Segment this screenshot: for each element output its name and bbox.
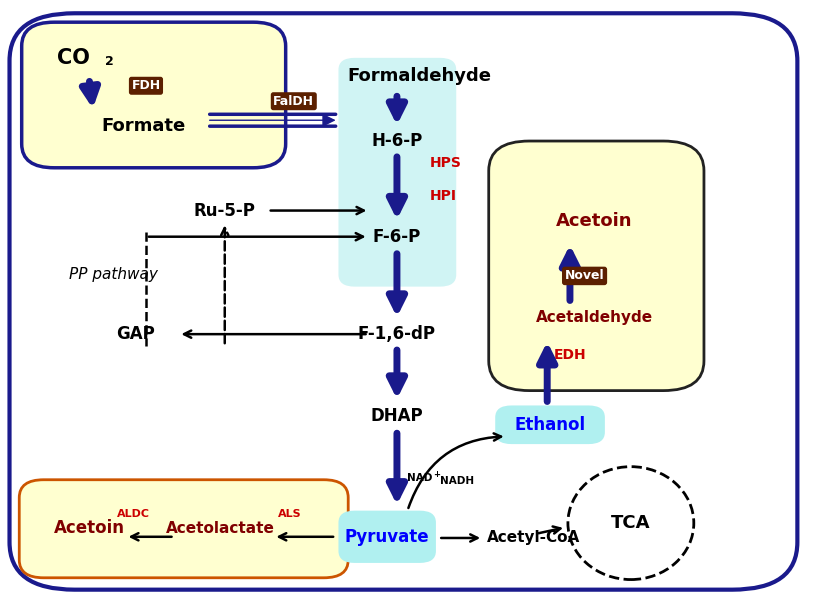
Text: F-1,6-dP: F-1,6-dP — [358, 325, 436, 343]
Text: ALDC: ALDC — [117, 509, 150, 519]
FancyBboxPatch shape — [338, 58, 456, 287]
Text: Acetolactate: Acetolactate — [166, 521, 275, 536]
FancyBboxPatch shape — [338, 510, 436, 563]
Text: Acetoin: Acetoin — [54, 519, 125, 537]
FancyArrowPatch shape — [390, 433, 405, 497]
Text: HPI: HPI — [430, 189, 457, 204]
Text: CO: CO — [56, 48, 90, 68]
FancyBboxPatch shape — [489, 141, 704, 390]
FancyArrowPatch shape — [82, 81, 98, 101]
Text: Formaldehyde: Formaldehyde — [348, 67, 491, 85]
FancyArrowPatch shape — [390, 350, 405, 392]
Text: NADH: NADH — [440, 476, 474, 486]
Text: DHAP: DHAP — [371, 407, 423, 425]
Text: ALS: ALS — [278, 509, 302, 519]
Text: F-6-P: F-6-P — [372, 227, 421, 246]
Text: 2: 2 — [104, 56, 113, 69]
FancyBboxPatch shape — [496, 405, 605, 444]
Text: HPS: HPS — [430, 156, 462, 170]
FancyArrowPatch shape — [390, 96, 405, 118]
Text: Pyruvate: Pyruvate — [345, 528, 430, 546]
Text: Ru-5-P: Ru-5-P — [194, 202, 256, 220]
Text: H-6-P: H-6-P — [372, 132, 422, 150]
Text: Acetaldehyde: Acetaldehyde — [535, 310, 653, 325]
Text: Ethanol: Ethanol — [514, 416, 585, 434]
Text: PP pathway: PP pathway — [69, 267, 158, 282]
FancyBboxPatch shape — [22, 22, 286, 168]
FancyArrowPatch shape — [562, 253, 578, 300]
FancyArrowPatch shape — [540, 349, 555, 402]
FancyBboxPatch shape — [20, 480, 348, 578]
Text: Formate: Formate — [101, 117, 186, 135]
FancyArrowPatch shape — [390, 254, 405, 309]
FancyArrowPatch shape — [390, 157, 405, 212]
FancyBboxPatch shape — [10, 13, 797, 590]
Text: GAP: GAP — [116, 325, 155, 343]
Text: TCA: TCA — [611, 514, 650, 532]
Text: Acetoin: Acetoin — [556, 213, 632, 230]
Text: Acetyl-CoA: Acetyl-CoA — [487, 531, 580, 546]
Text: NAD: NAD — [408, 473, 433, 483]
Text: FalDH: FalDH — [273, 95, 315, 107]
Text: Novel: Novel — [565, 269, 605, 282]
Text: +: + — [434, 470, 440, 479]
Text: FDH: FDH — [131, 79, 161, 93]
Text: EDH: EDH — [553, 348, 586, 362]
Ellipse shape — [568, 467, 694, 580]
